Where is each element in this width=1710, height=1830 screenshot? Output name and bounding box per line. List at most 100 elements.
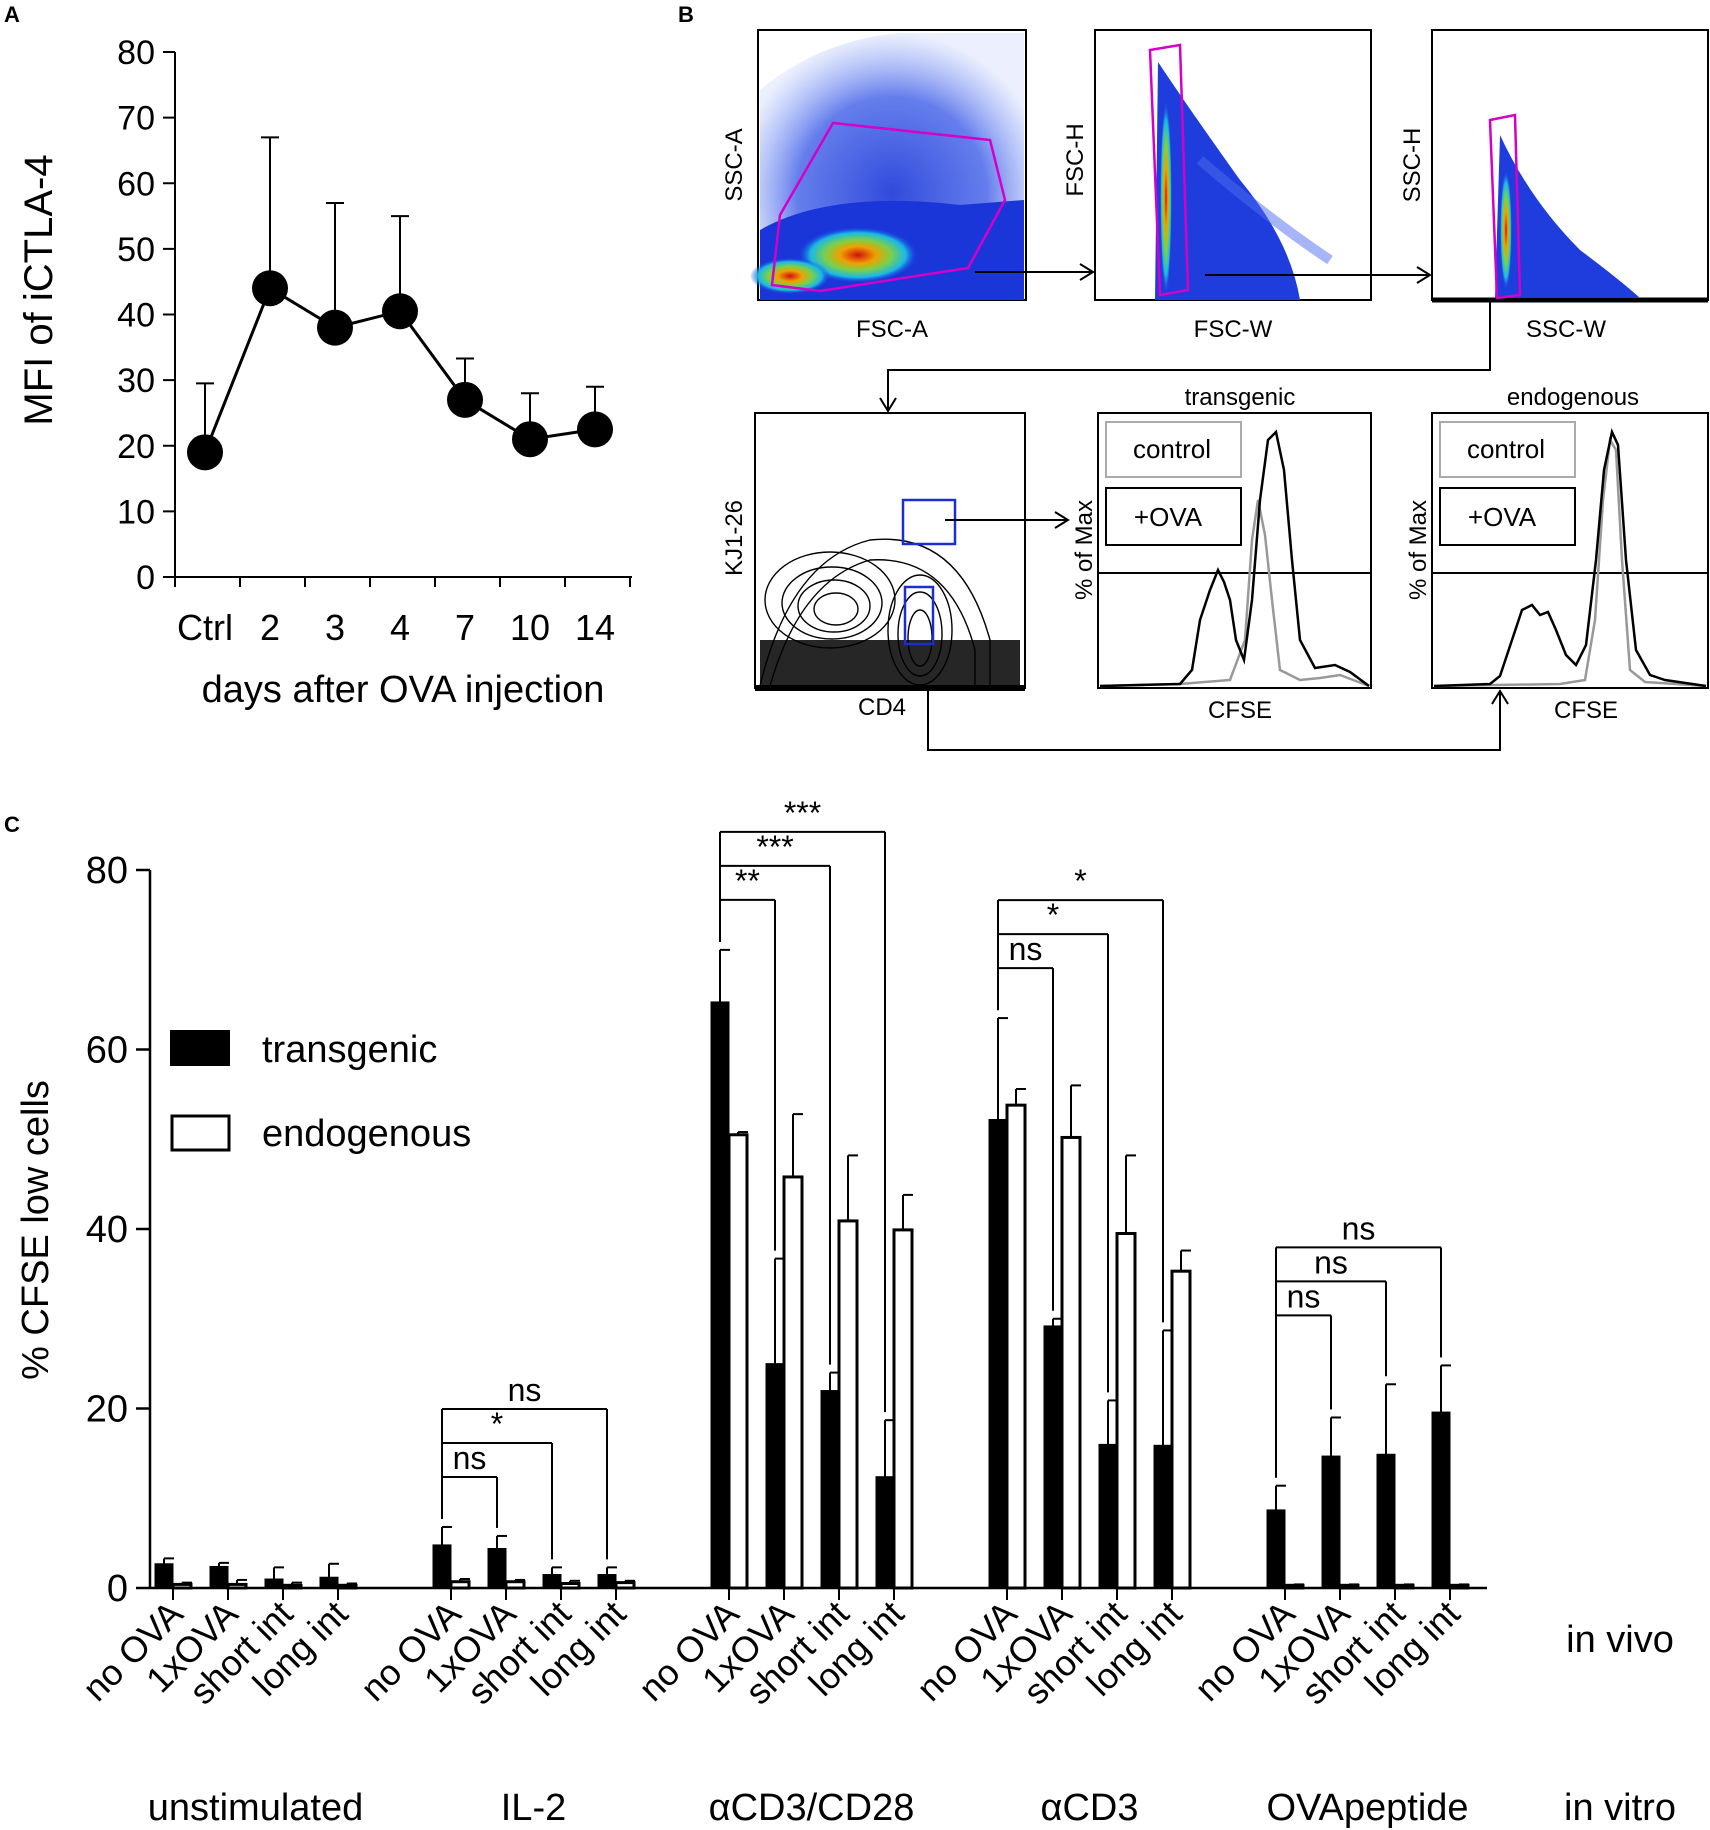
- plot-ylabel: SSC-H: [1399, 128, 1426, 203]
- sig-label: **: [735, 863, 760, 899]
- ova-trace: [1433, 428, 1707, 688]
- panel-b-letter: B: [678, 2, 694, 27]
- legend-control: control: [1467, 434, 1545, 464]
- histogram-ylabel: % of Max: [1405, 500, 1432, 600]
- data-point: [447, 381, 483, 418]
- y-tick-label: 20: [117, 428, 155, 466]
- bar-endogenous: [1283, 1583, 1305, 1590]
- bar-endogenous: [281, 1583, 303, 1590]
- bar-transgenic: [487, 1548, 507, 1589]
- scatter-gate: [770, 121, 1007, 293]
- bar-endogenous: [504, 1580, 526, 1590]
- legend-ova: +OVA: [1468, 502, 1537, 532]
- panel-c-y-label: % CFSE low cells: [15, 1080, 57, 1380]
- kj126-pos-gate: [901, 498, 957, 546]
- gating-arrows: [879, 263, 1509, 751]
- data-point: [512, 421, 548, 458]
- histogram-title: endogenous: [1507, 384, 1639, 411]
- data-point: [317, 309, 353, 346]
- sig-label: *: [1047, 897, 1059, 933]
- plot-xlabel: CD4: [858, 694, 906, 721]
- histogram-ylabel: % of Max: [1071, 500, 1098, 600]
- histogram-title: transgenic: [1185, 384, 1296, 411]
- legend: transgenic endogenous: [170, 1029, 471, 1155]
- x-tick-label: 2: [260, 607, 280, 648]
- sig-label: ns: [1314, 1244, 1348, 1280]
- bar-endogenous: [226, 1582, 248, 1590]
- histogram-endogenous: endogenous % of Max CFSE control +OVA: [1405, 384, 1709, 724]
- histogram-transgenic: transgenic % of Max CFSE control +OVA: [1071, 384, 1372, 724]
- sig-label: *: [1074, 863, 1086, 899]
- sig-label: ns: [508, 1372, 542, 1408]
- bar-transgenic: [1266, 1509, 1286, 1589]
- bar-endogenous: [614, 1581, 636, 1590]
- bar-transgenic: [264, 1578, 284, 1589]
- bar-transgenic: [1321, 1455, 1341, 1589]
- panel-c-letter: C: [4, 812, 20, 837]
- bar-endogenous: [892, 1228, 914, 1590]
- plot-ylabel: KJ1-26: [721, 500, 748, 576]
- bar-transgenic: [1153, 1444, 1173, 1589]
- sig-label: ns: [453, 1440, 487, 1476]
- bar-endogenous: [1338, 1583, 1360, 1590]
- bar-endogenous: [727, 1133, 749, 1590]
- sig-label: ns: [1009, 931, 1043, 967]
- bar-transgenic: [319, 1576, 339, 1589]
- sig-label: *: [491, 1406, 503, 1442]
- x-tick-label: 10: [510, 607, 550, 648]
- panel-a-letter: A: [4, 2, 20, 27]
- y-tick-label: 10: [117, 493, 155, 531]
- bar-endogenous: [837, 1219, 859, 1590]
- legend-ova: +OVA: [1134, 502, 1203, 532]
- y-tick-label: 60: [86, 1030, 128, 1072]
- plot-ylabel: SSC-A: [721, 128, 748, 201]
- gating-plot-cd4-kj126: KJ1-26 CD4: [721, 412, 1026, 721]
- x-tick-label: 14: [575, 607, 615, 648]
- bar-endogenous: [449, 1580, 471, 1590]
- y-tick-label: 40: [86, 1209, 128, 1251]
- y-tick-label: 70: [117, 100, 155, 138]
- group-label: IL-2: [501, 1787, 566, 1829]
- y-tick-label: 0: [107, 1568, 128, 1610]
- bar-endogenous: [1170, 1269, 1192, 1590]
- data-point: [252, 270, 288, 307]
- sig-label: ns: [1287, 1278, 1321, 1314]
- panel-a-line-chart: MFI of iCTLA-4 days after OVA injection …: [17, 34, 632, 711]
- bar-endogenous: [1060, 1135, 1082, 1590]
- bar-endogenous: [336, 1583, 358, 1590]
- bar-transgenic: [710, 1001, 730, 1589]
- bar-endogenous: [1393, 1583, 1415, 1590]
- in-vitro-label: in vitro: [1564, 1787, 1676, 1829]
- bar-endogenous: [171, 1582, 193, 1590]
- group-label: αCD3/CD28: [709, 1787, 915, 1829]
- gating-plot-fsc-singlets: FSC-H FSC-W: [1062, 29, 1372, 343]
- plot-ylabel: FSC-H: [1062, 123, 1089, 196]
- x-tick-label: 7: [455, 607, 475, 648]
- histogram-xlabel: CFSE: [1554, 697, 1618, 724]
- data-point: [577, 411, 613, 448]
- x-tick-label: 4: [390, 607, 410, 648]
- bar-endogenous: [1115, 1231, 1137, 1590]
- bar-transgenic: [209, 1565, 229, 1589]
- plot-xlabel: SSC-W: [1526, 316, 1606, 343]
- bar-transgenic: [1098, 1443, 1118, 1589]
- bar-transgenic: [542, 1574, 562, 1589]
- plot-xlabel: FSC-W: [1194, 316, 1273, 343]
- bar-transgenic: [1376, 1453, 1396, 1589]
- legend-control: control: [1133, 434, 1211, 464]
- y-tick-label: 60: [117, 165, 155, 203]
- y-tick-label: 30: [117, 362, 155, 400]
- x-tick-label: Ctrl: [177, 607, 233, 648]
- bar-endogenous: [559, 1582, 581, 1590]
- panel-c-bar-chart: % CFSE low cells transgenic endogenous i…: [15, 795, 1676, 1829]
- ova-trace: [1099, 429, 1370, 688]
- bar-transgenic: [1043, 1325, 1063, 1589]
- sig-label: ns: [1342, 1210, 1376, 1246]
- histogram-xlabel: CFSE: [1208, 697, 1272, 724]
- data-point: [187, 434, 223, 471]
- legend-label-endogenous: endogenous: [262, 1113, 471, 1155]
- y-tick-label: 20: [86, 1389, 128, 1431]
- panel-a-x-label: days after OVA injection: [202, 669, 605, 711]
- in-vivo-label: in vivo: [1566, 1619, 1674, 1661]
